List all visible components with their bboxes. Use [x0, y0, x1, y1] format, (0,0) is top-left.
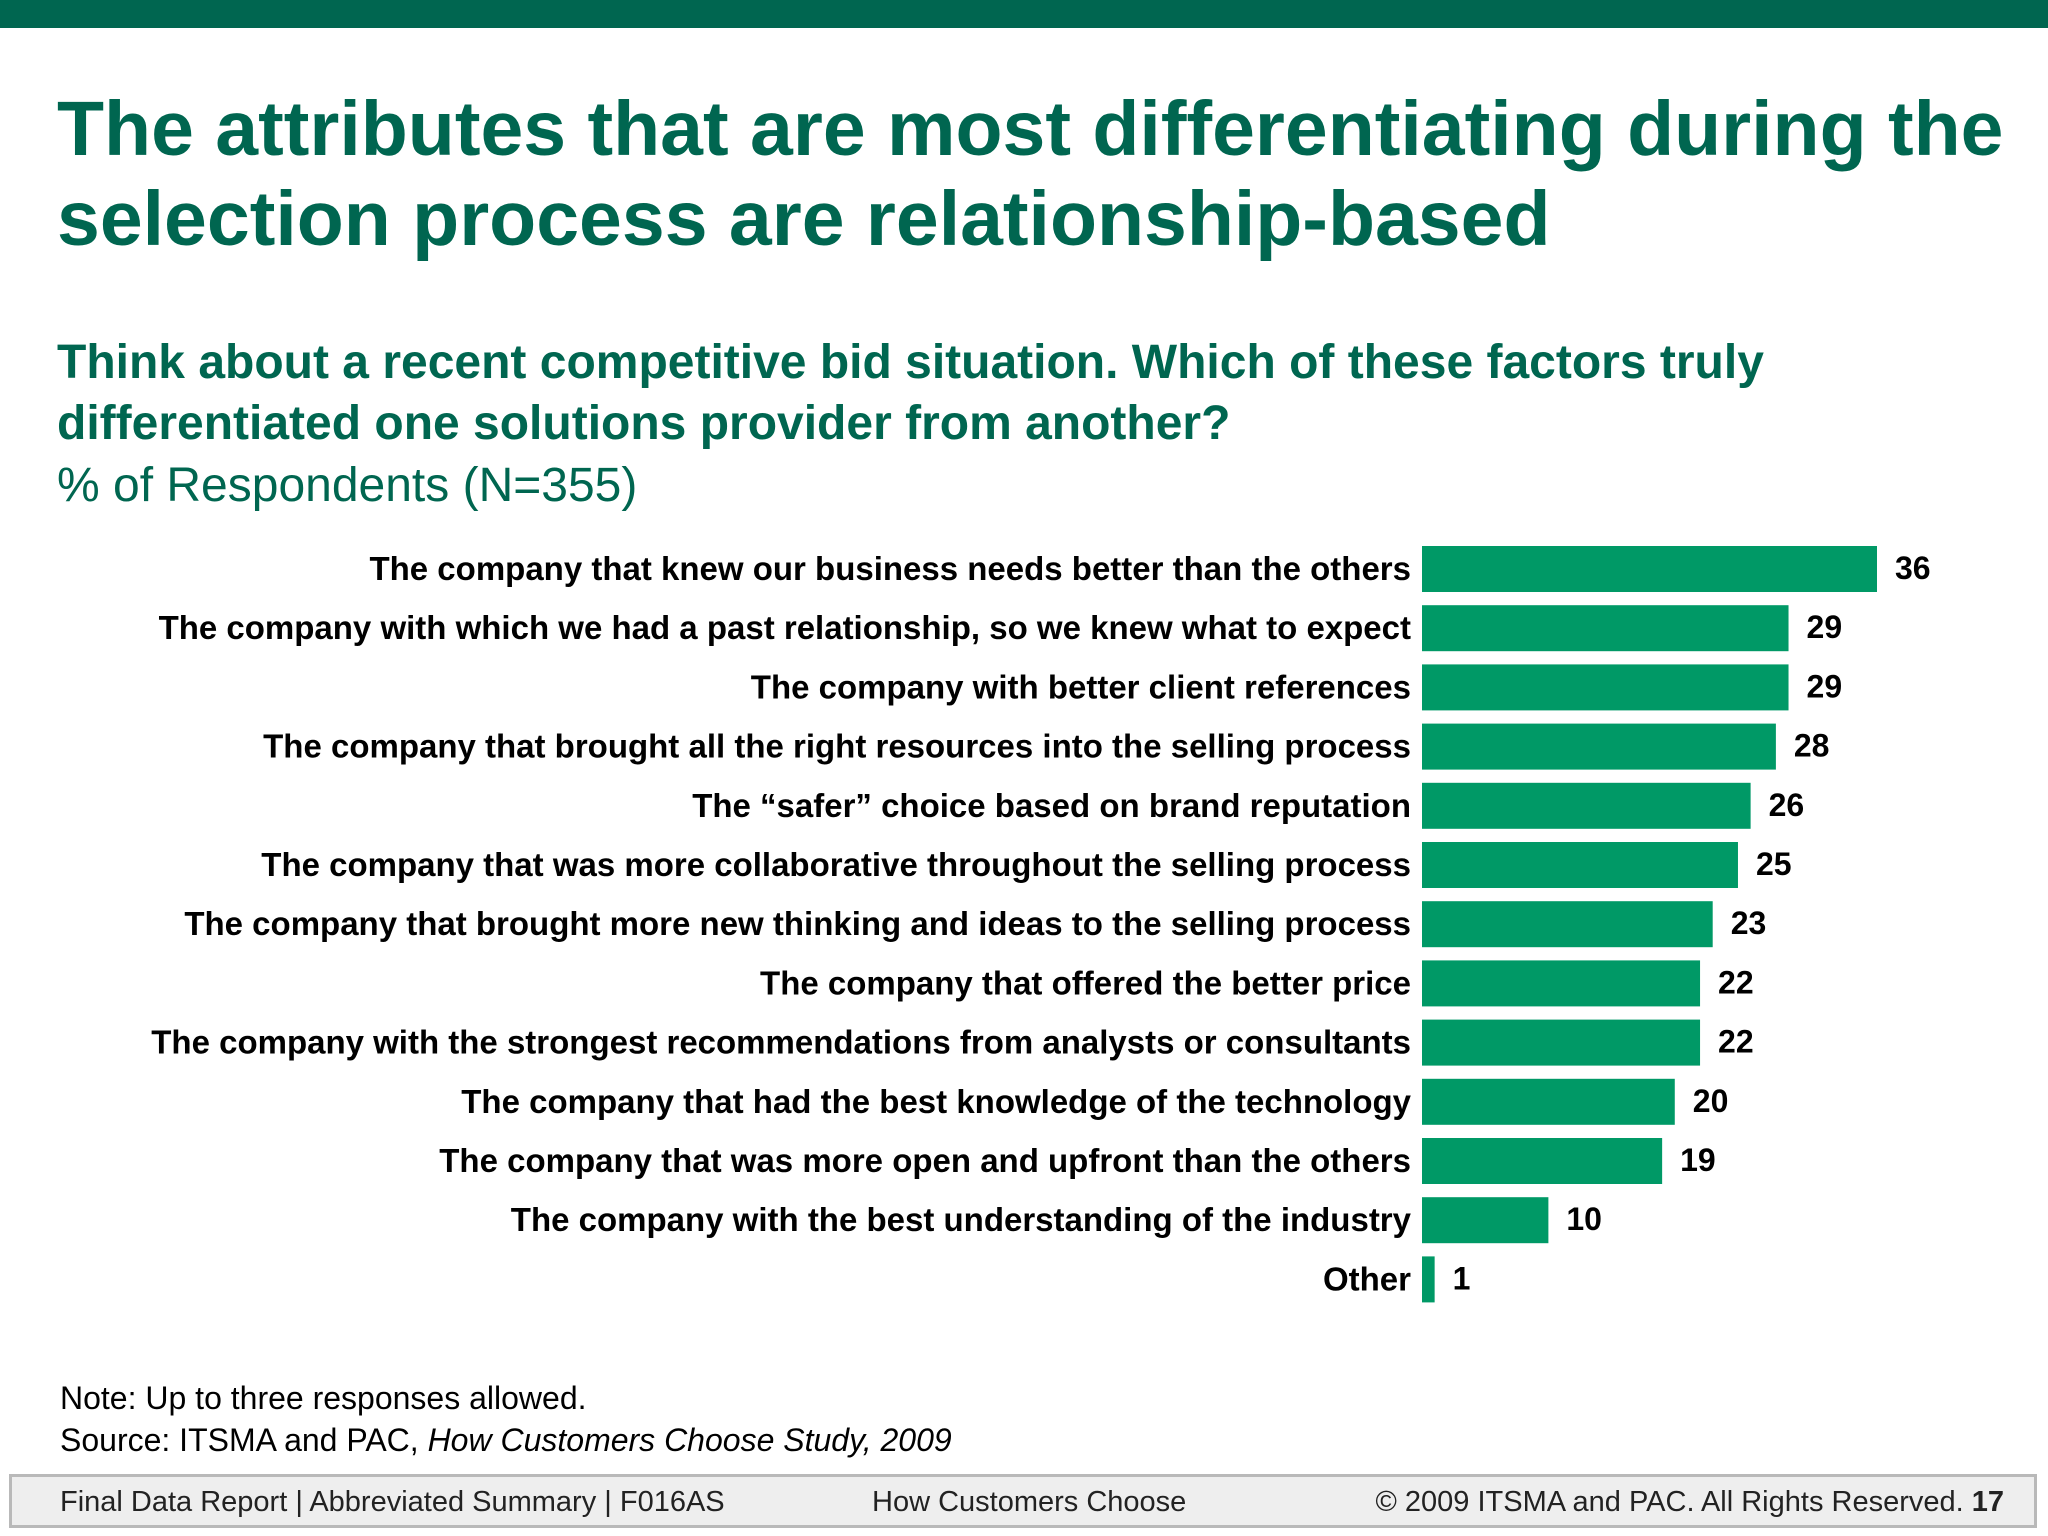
bar — [1422, 1019, 1701, 1066]
category-label: The company that brought more new thinki… — [184, 905, 1411, 942]
value-label: 36 — [1895, 550, 1931, 586]
value-label: 19 — [1680, 1142, 1716, 1178]
survey-question: Think about a recent competitive bid sit… — [57, 336, 1764, 450]
category-label: The company that knew our business needs… — [369, 550, 1411, 587]
category-label: The company that brought all the right r… — [263, 728, 1411, 765]
chart-subtitle: % of Respondents (N=355) — [57, 459, 638, 512]
value-label: 1 — [1453, 1260, 1471, 1296]
value-label: 29 — [1807, 609, 1843, 645]
note-text: Note: Up to three responses allowed. — [60, 1380, 587, 1416]
footer-copyright-text: © 2009 ITSMA and PAC. All Rights Reserve… — [1375, 1486, 1964, 1518]
value-label: 10 — [1566, 1201, 1602, 1237]
value-label: 20 — [1693, 1083, 1729, 1119]
category-label: The company that offered the better pric… — [760, 964, 1411, 1001]
footer-copyright: © 2009 ITSMA and PAC. All Rights Reserve… — [1375, 1486, 2004, 1519]
bar — [1422, 1078, 1675, 1125]
page-number: 17 — [1971, 1486, 2004, 1518]
bar — [1422, 1138, 1663, 1184]
bar — [1422, 782, 1751, 829]
category-label: The company with the best understanding … — [511, 1201, 1412, 1238]
value-label: 22 — [1718, 1024, 1754, 1060]
footer-study-name: How Customers Choose — [872, 1486, 1187, 1518]
category-label: The company with better client reference… — [751, 668, 1411, 705]
category-label: The company with which we had a past rel… — [159, 609, 1411, 646]
slide-title: The attributes that are most differentia… — [57, 86, 2004, 262]
category-label: The company that was more collaborative … — [261, 846, 1411, 883]
category-label: The company with the strongest recommend… — [151, 1024, 1411, 1061]
bar — [1422, 842, 1738, 888]
bar — [1422, 1256, 1435, 1303]
bar — [1422, 664, 1789, 711]
bar — [1422, 960, 1701, 1007]
category-label: Other — [1323, 1260, 1411, 1297]
footer-report-id: Final Data Report | Abbreviated Summary … — [60, 1486, 725, 1518]
horizontal-bar-chart: The company that knew our business needs… — [151, 546, 1931, 1303]
value-label: 28 — [1794, 728, 1830, 764]
category-label: The “safer” choice based on brand reputa… — [692, 787, 1411, 824]
value-label: 25 — [1756, 846, 1792, 882]
bar — [1422, 605, 1789, 652]
value-label: 26 — [1769, 787, 1805, 823]
category-label: The company that was more open and upfro… — [439, 1142, 1411, 1179]
category-label: The company that had the best knowledge … — [461, 1083, 1411, 1120]
bar — [1422, 1197, 1549, 1244]
value-label: 23 — [1731, 905, 1767, 941]
source-text: Source: ITSMA and PAC, How Customers Cho… — [60, 1420, 952, 1461]
bar — [1422, 546, 1877, 592]
bar — [1422, 901, 1713, 948]
value-label: 22 — [1718, 964, 1754, 1000]
source-title: How Customers Choose Study, 2009 — [427, 1422, 952, 1458]
slide-footer: Final Data Report | Abbreviated Summary … — [9, 1474, 2037, 1528]
top-accent-bar — [0, 0, 2048, 28]
bar — [1422, 723, 1776, 770]
value-label: 29 — [1807, 668, 1843, 704]
source-prefix: Source: ITSMA and PAC, — [60, 1422, 419, 1458]
